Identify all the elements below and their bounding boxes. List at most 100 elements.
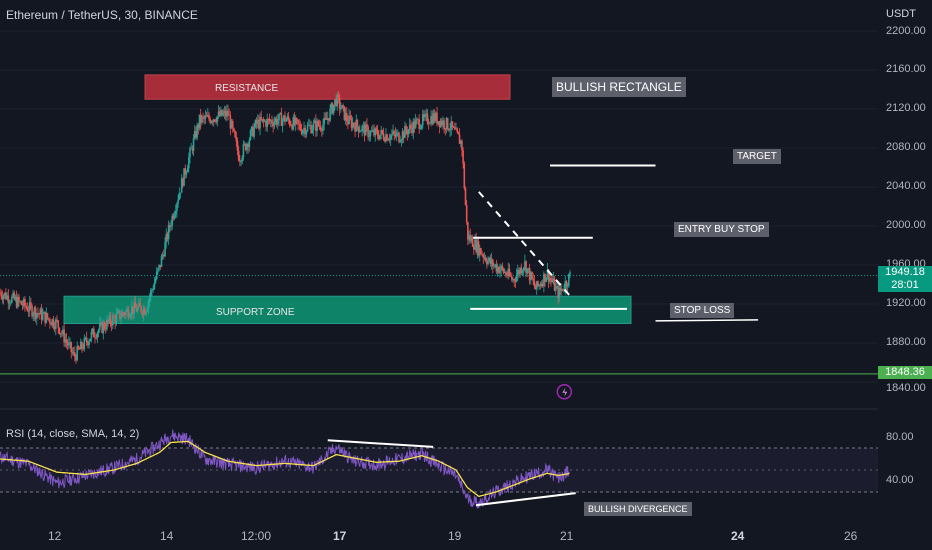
- candle-body: [558, 288, 561, 299]
- candle-body: [131, 306, 133, 315]
- candle-body: [298, 123, 301, 125]
- candle-body: [265, 121, 267, 127]
- candle-body: [317, 120, 320, 126]
- candle-body: [93, 328, 95, 338]
- candle-body: [193, 131, 196, 139]
- candle-body: [70, 342, 73, 352]
- entry-buy-stop-note[interactable]: ENTRY BUY STOP: [674, 222, 769, 237]
- candle-body: [382, 133, 385, 140]
- candle-body: [389, 135, 392, 140]
- candle-body: [463, 163, 466, 189]
- candle-body: [391, 134, 393, 136]
- candle-body: [123, 313, 126, 316]
- candle-body: [236, 141, 239, 151]
- candle-body: [478, 248, 481, 256]
- candle-body: [186, 168, 189, 172]
- candle-body: [240, 161, 242, 163]
- candle-body: [132, 306, 134, 314]
- candle-body: [375, 128, 378, 131]
- target-note[interactable]: TARGET: [733, 149, 781, 164]
- candle-body: [201, 116, 203, 123]
- candle-body: [321, 129, 323, 131]
- candle-body: [7, 295, 10, 303]
- candle-body: [496, 267, 499, 272]
- candle-body: [475, 239, 477, 253]
- candle-body: [84, 337, 87, 339]
- candle-body: [82, 348, 84, 350]
- candle-body: [208, 114, 210, 119]
- price-tick: 1840.00: [886, 382, 926, 394]
- last-price-tag: 1949.18 28:01: [878, 266, 932, 292]
- candle-body: [480, 248, 482, 255]
- rsi-resistance-line: [327, 439, 434, 448]
- candle-body: [47, 318, 50, 320]
- candle-body: [241, 157, 244, 162]
- candle-body: [196, 125, 198, 138]
- candle-body: [217, 111, 220, 117]
- bullish-divergence-note[interactable]: BULLISH DIVERGENCE: [584, 502, 692, 516]
- candle-body: [437, 121, 439, 124]
- candle-body: [2, 295, 5, 300]
- candle-body: [79, 342, 82, 350]
- candle-body: [372, 129, 374, 132]
- candle-body: [509, 275, 512, 277]
- candle-body: [497, 267, 500, 274]
- candle-body: [284, 115, 286, 122]
- candle-body: [253, 127, 255, 137]
- candle-body: [366, 124, 368, 127]
- candle-body: [442, 120, 444, 126]
- candle-body: [197, 125, 200, 129]
- candle-body: [499, 269, 501, 274]
- candle-body: [0, 292, 2, 297]
- stop-loss-note[interactable]: STOP LOSS: [670, 303, 735, 318]
- candle-body: [508, 268, 511, 276]
- candle-body: [554, 286, 557, 291]
- candle-body: [103, 323, 106, 329]
- candle-body: [450, 121, 453, 130]
- candle-body: [33, 307, 36, 315]
- candle-body: [188, 157, 190, 169]
- candle-body: [192, 138, 195, 151]
- candle-body: [176, 203, 178, 212]
- candle-body: [254, 120, 257, 128]
- candle-body: [218, 111, 221, 116]
- rsi-indicator-title[interactable]: RSI (14, close, SMA, 14, 2): [6, 428, 140, 440]
- candle-body: [386, 134, 388, 141]
- candle-body: [179, 192, 182, 194]
- candle-body: [107, 319, 109, 322]
- candle-body: [362, 125, 365, 127]
- candle-body: [535, 281, 538, 290]
- candle-body: [331, 103, 334, 114]
- candle-body: [223, 110, 226, 114]
- candle-body: [85, 337, 88, 342]
- candle-body: [207, 114, 209, 117]
- candle-body: [315, 120, 317, 131]
- candle-body: [6, 295, 8, 300]
- bullish-rectangle-note[interactable]: BULLISH RECTANGLE: [552, 77, 686, 97]
- candle-body: [347, 120, 349, 125]
- candle-body: [337, 94, 340, 98]
- candle-body: [203, 117, 206, 119]
- currency-label: USDT: [886, 8, 916, 20]
- candle-body: [540, 283, 543, 286]
- candle-body: [350, 118, 353, 128]
- price-tick: 2120.00: [886, 102, 926, 114]
- candle-body: [167, 225, 170, 240]
- candle-body: [161, 254, 164, 257]
- candle-body: [150, 290, 152, 297]
- lightning-icon: [556, 384, 573, 400]
- candle-body: [121, 312, 124, 317]
- time-tick: 24: [731, 529, 745, 543]
- candle-body: [556, 286, 558, 287]
- candle-body: [235, 137, 238, 142]
- candle-body: [165, 233, 168, 243]
- candle-body: [261, 119, 264, 121]
- candle-body: [83, 338, 86, 349]
- candle-body: [177, 199, 179, 204]
- candle-body: [516, 270, 519, 276]
- candle-body: [189, 148, 191, 158]
- candle-body: [38, 313, 40, 315]
- candle-body: [134, 302, 137, 308]
